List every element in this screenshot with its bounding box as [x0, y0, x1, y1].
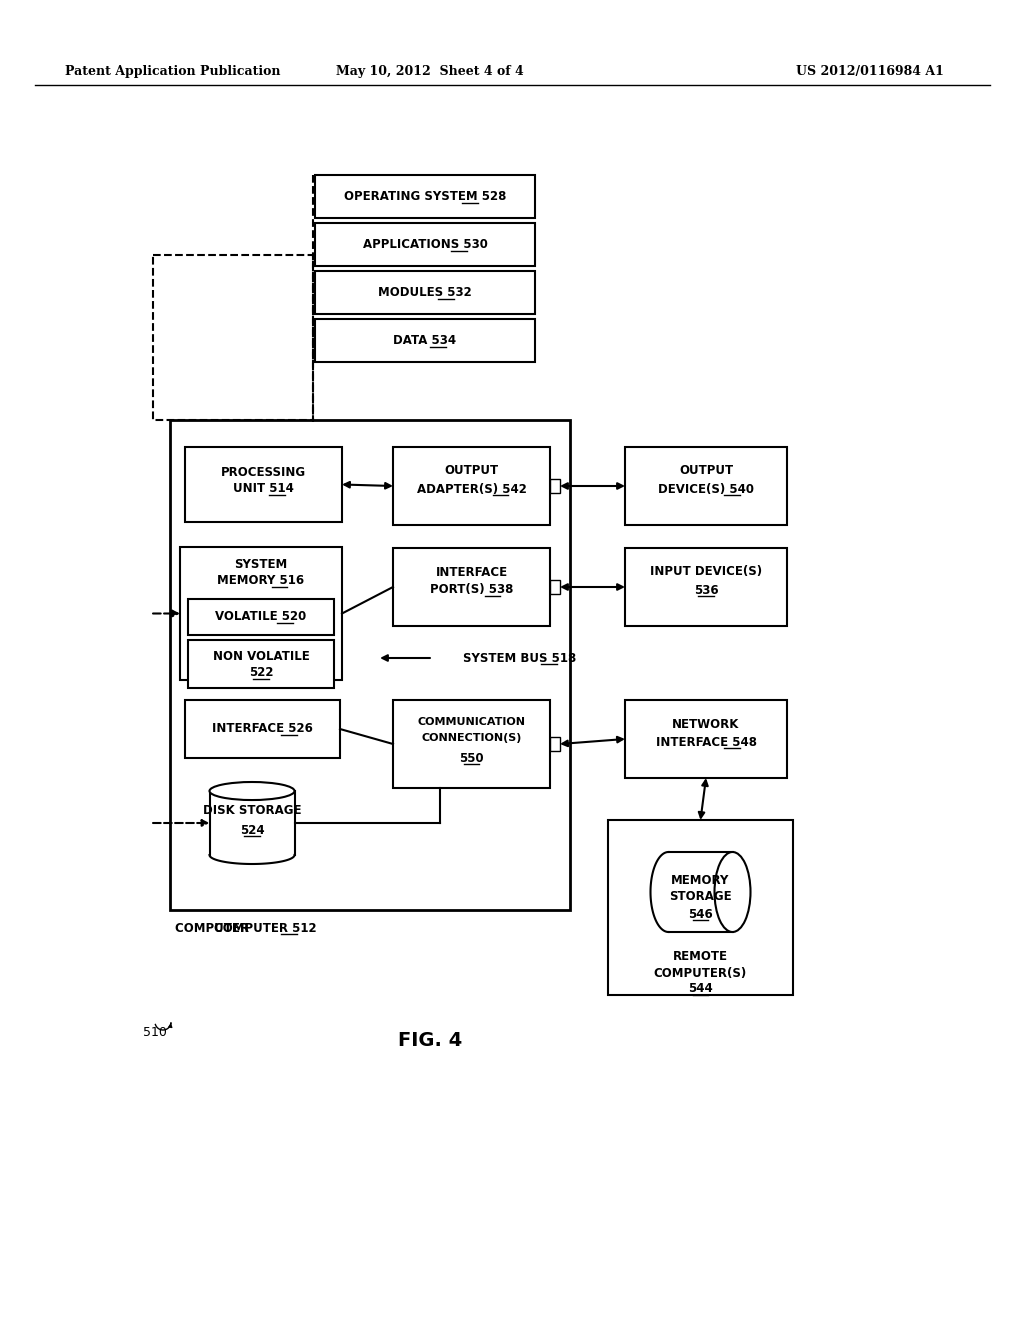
Text: INTERFACE 526: INTERFACE 526 — [212, 722, 313, 735]
Bar — [185, 700, 340, 758]
Bar — [315, 223, 535, 267]
Text: DATA 534: DATA 534 — [393, 334, 457, 347]
Text: ADAPTER(S) 542: ADAPTER(S) 542 — [417, 483, 526, 495]
Text: US 2012/0116984 A1: US 2012/0116984 A1 — [796, 66, 944, 78]
Text: VOLATILE 520: VOLATILE 520 — [215, 610, 306, 623]
Text: 510: 510 — [143, 1027, 167, 1040]
Bar — [625, 447, 787, 525]
Text: NETWORK: NETWORK — [673, 718, 739, 730]
Bar — [185, 447, 342, 521]
Bar — [153, 255, 313, 420]
Text: 544: 544 — [688, 982, 713, 995]
Bar — [188, 599, 334, 635]
Text: DEVICE(S) 540: DEVICE(S) 540 — [658, 483, 754, 495]
Ellipse shape — [210, 781, 295, 800]
Text: SYSTEM BUS 518: SYSTEM BUS 518 — [464, 652, 577, 664]
Text: COMPUTER(S): COMPUTER(S) — [654, 966, 748, 979]
Text: COMPUTER: COMPUTER — [175, 921, 253, 935]
Bar — [315, 271, 535, 314]
Text: MEMORY 516: MEMORY 516 — [217, 574, 304, 587]
Text: STORAGE: STORAGE — [670, 890, 732, 903]
Text: MEMORY: MEMORY — [672, 874, 730, 887]
Text: INPUT DEVICE(S): INPUT DEVICE(S) — [650, 565, 762, 578]
Bar — [393, 548, 550, 626]
Text: FIG. 4: FIG. 4 — [398, 1031, 462, 1049]
Text: INTERFACE 548: INTERFACE 548 — [655, 735, 757, 748]
Text: COMPUTER 512: COMPUTER 512 — [214, 921, 316, 935]
Text: OUTPUT: OUTPUT — [679, 465, 733, 478]
Bar — [625, 548, 787, 626]
Bar — [608, 820, 793, 995]
Text: REMOTE: REMOTE — [673, 950, 728, 964]
Bar — [210, 791, 295, 855]
Text: OUTPUT: OUTPUT — [444, 465, 499, 478]
Text: 522: 522 — [249, 667, 273, 680]
Text: PROCESSING: PROCESSING — [221, 466, 306, 479]
Bar — [669, 851, 732, 932]
Text: CONNECTION(S): CONNECTION(S) — [421, 733, 521, 743]
Text: DISK STORAGE: DISK STORAGE — [203, 804, 301, 817]
Bar — [625, 700, 787, 777]
Bar — [315, 176, 535, 218]
Bar — [393, 447, 550, 525]
Text: 546: 546 — [688, 908, 713, 920]
Text: UNIT 514: UNIT 514 — [233, 483, 294, 495]
Bar — [550, 579, 560, 594]
Ellipse shape — [715, 851, 751, 932]
Text: OPERATING SYSTEM 528: OPERATING SYSTEM 528 — [344, 190, 506, 203]
Text: INTERFACE: INTERFACE — [435, 565, 508, 578]
Bar — [393, 700, 550, 788]
Text: NON VOLATILE: NON VOLATILE — [213, 651, 309, 664]
Text: Patent Application Publication: Patent Application Publication — [65, 66, 281, 78]
Text: 524: 524 — [240, 824, 264, 837]
Text: May 10, 2012  Sheet 4 of 4: May 10, 2012 Sheet 4 of 4 — [336, 66, 524, 78]
Bar — [180, 546, 342, 680]
Text: MODULES 532: MODULES 532 — [378, 286, 472, 300]
Text: PORT(S) 538: PORT(S) 538 — [430, 583, 513, 597]
Bar — [188, 640, 334, 688]
Bar — [550, 479, 560, 492]
Text: 550: 550 — [459, 751, 483, 764]
Bar — [315, 319, 535, 362]
Text: COMMUNICATION: COMMUNICATION — [418, 717, 525, 727]
Bar — [550, 737, 560, 751]
Text: 536: 536 — [693, 583, 718, 597]
Bar — [170, 420, 570, 909]
Text: SYSTEM: SYSTEM — [234, 558, 288, 572]
Text: APPLICATIONS 530: APPLICATIONS 530 — [362, 238, 487, 251]
